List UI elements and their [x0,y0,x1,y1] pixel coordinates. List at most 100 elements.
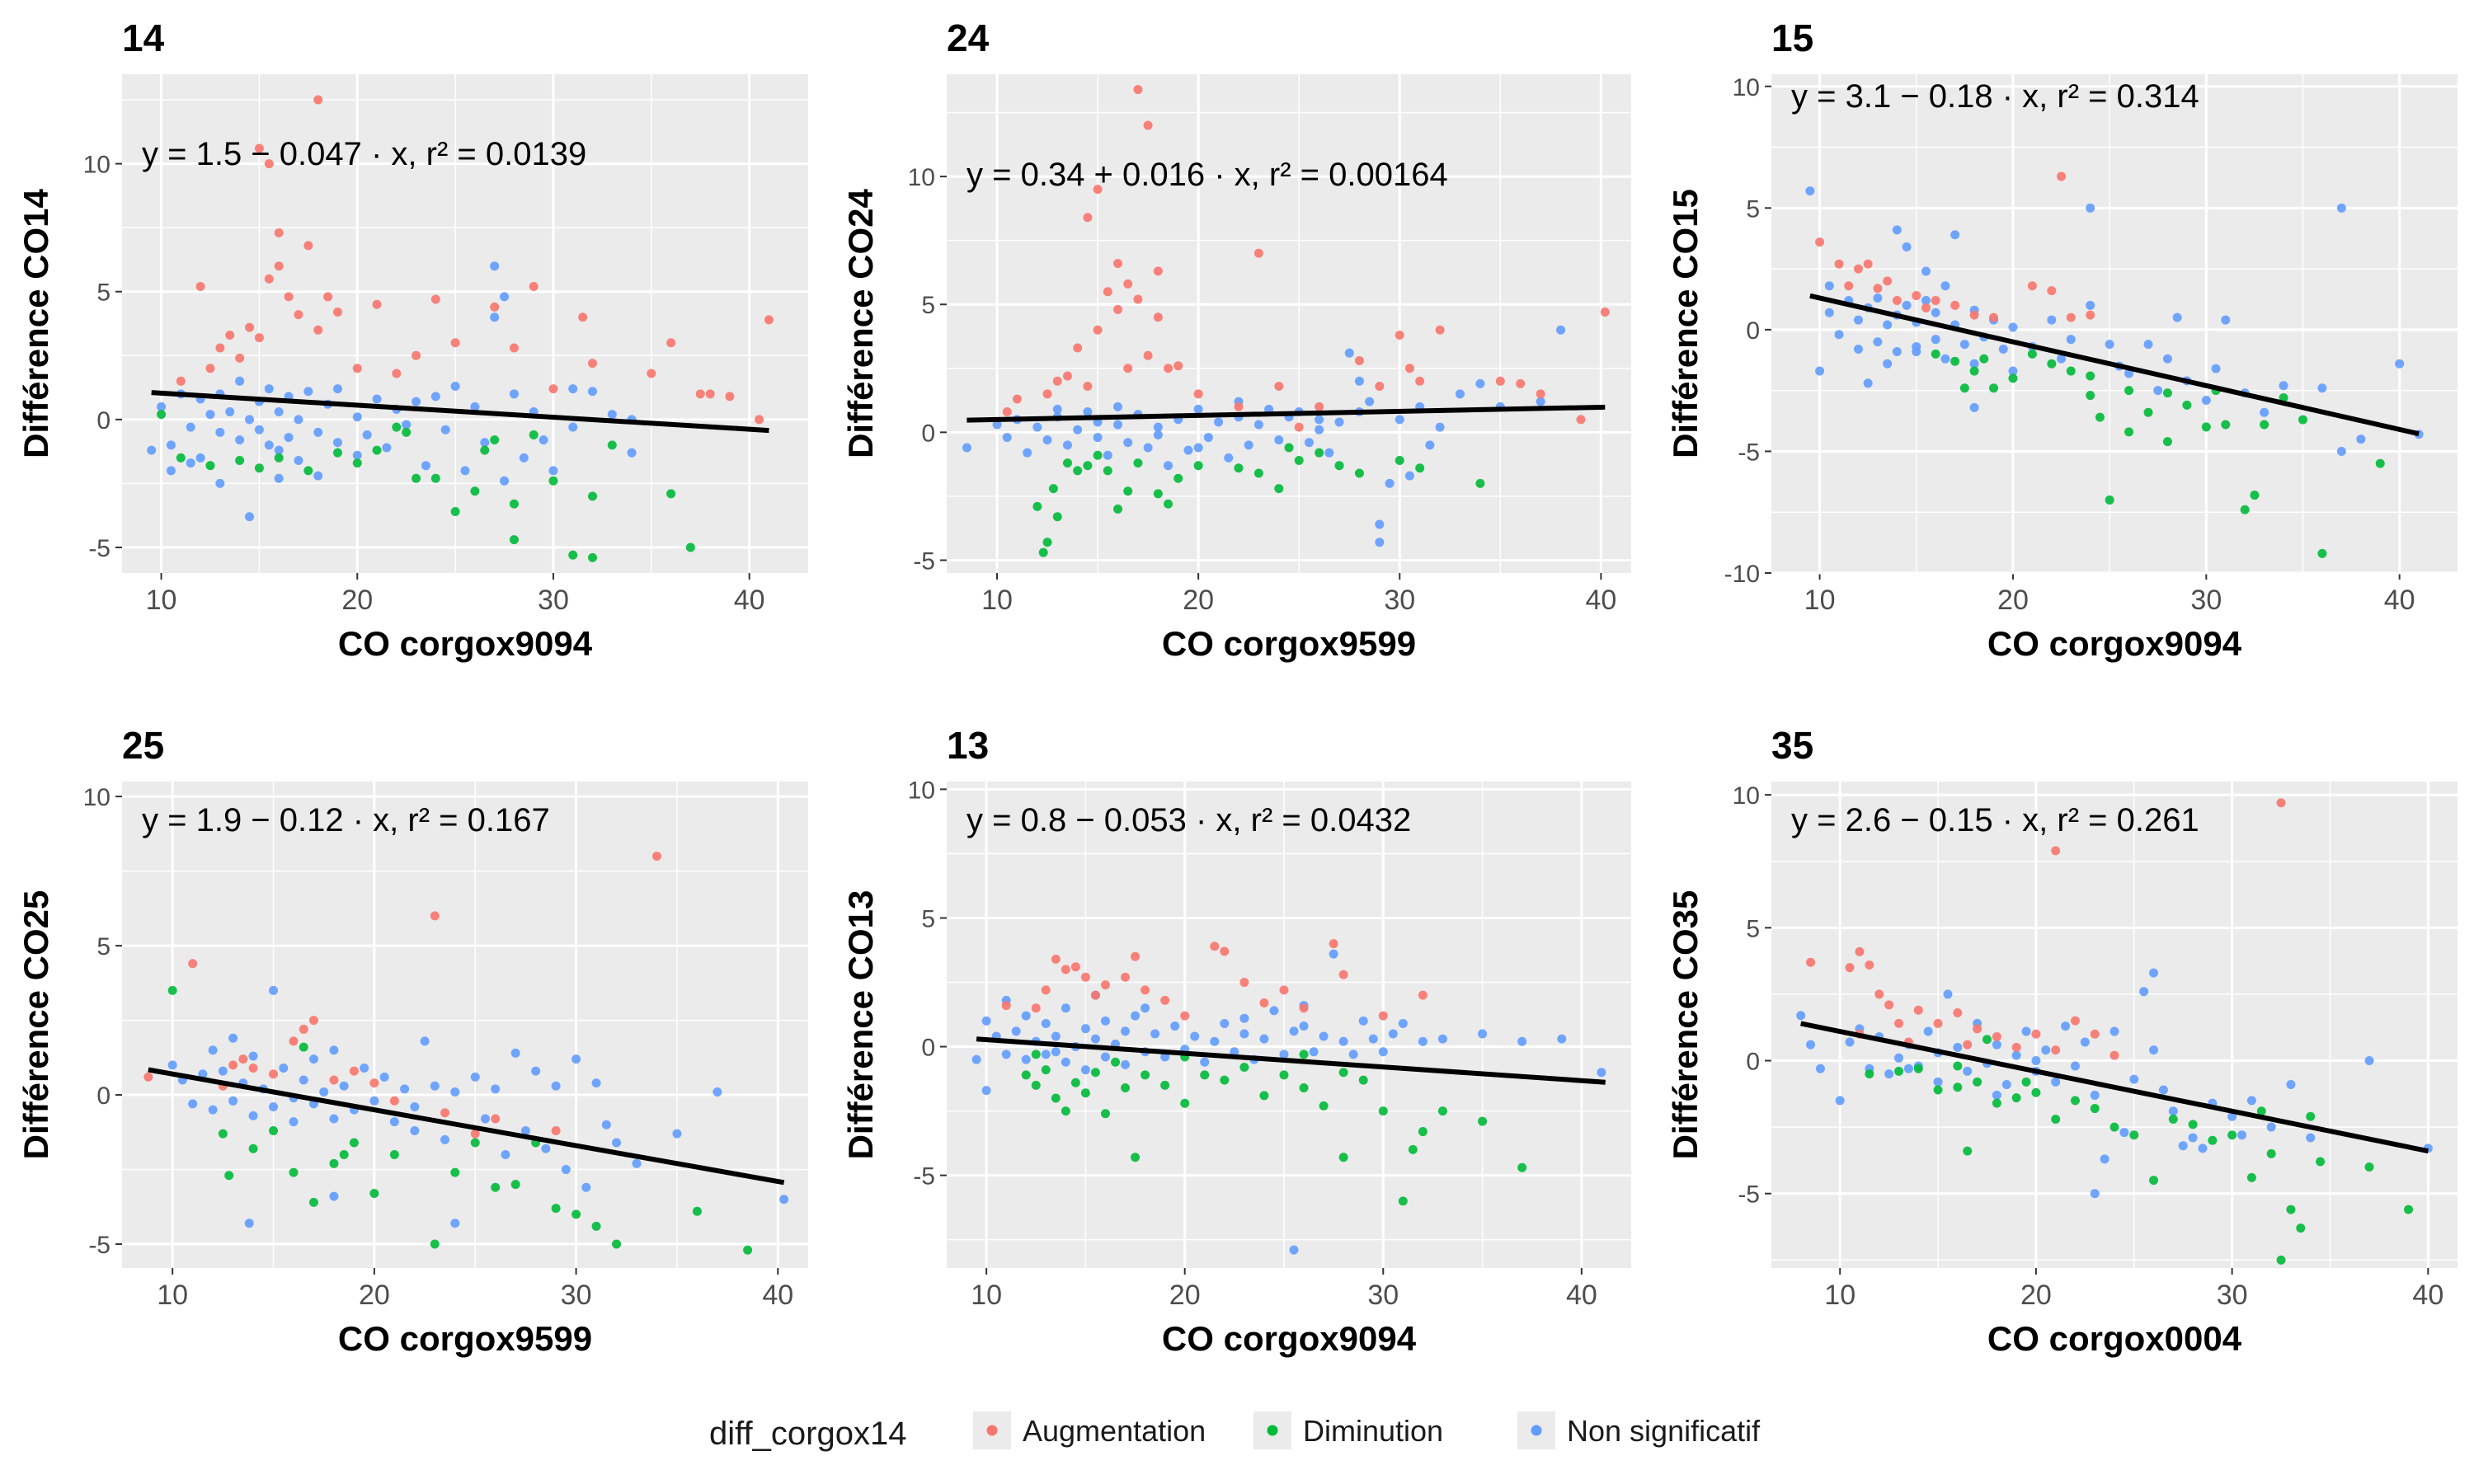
point-augmentation [1123,279,1133,289]
point-non-significatif [1835,1096,1845,1106]
point-diminution [743,1245,753,1255]
regression-line [151,390,769,434]
point-diminution [1113,504,1122,514]
point-augmentation [289,1036,299,1046]
point-non-significatif [971,1054,981,1064]
point-diminution [2011,1093,2021,1103]
point-diminution [490,435,500,445]
point-augmentation [666,338,676,348]
point-augmentation [1855,946,1865,956]
point-diminution [205,461,215,471]
y-tick-label: 0 [1746,317,1760,345]
point-diminution [389,1149,399,1159]
point-non-significatif [1121,1059,1131,1069]
legend-title: diff_corgox14 [709,1416,906,1452]
point-diminution [612,1239,622,1249]
point-non-significatif [1193,404,1203,414]
point-diminution [1517,1162,1527,1172]
point-augmentation [1062,371,1072,381]
point-non-significatif [2086,300,2095,310]
point-non-significatif [450,382,460,392]
point-diminution [2047,359,2057,369]
point-augmentation [1863,259,1873,269]
point-augmentation [1516,378,1526,388]
point-non-significatif [1023,448,1032,458]
point-non-significatif [1845,1037,1855,1047]
point-non-significatif [2279,381,2288,391]
point-diminution [1141,1070,1150,1080]
point-augmentation [1404,364,1414,373]
y-tick-label: 10 [83,784,111,811]
point-diminution [224,1171,234,1181]
y-tick-label: 5 [1746,195,1760,223]
point-augmentation [188,959,198,969]
point-non-significatif [1315,425,1324,434]
y-axis-label: Différence CO14 [16,188,55,458]
point-non-significatif [2100,1154,2109,1164]
point-non-significatif [2227,1111,2237,1121]
point-augmentation [1083,213,1093,223]
point-diminution [1274,484,1284,494]
point-non-significatif [1969,359,1979,369]
regression-equation: y = 3.1 − 0.18 · x, r² = 0.314 [1791,78,2199,115]
point-augmentation [205,364,215,373]
point-diminution [2256,1106,2266,1116]
point-non-significatif [2061,1021,2071,1031]
point-non-significatif [1883,320,1893,330]
point-non-significatif [450,1087,460,1097]
point-non-significatif [1214,417,1224,427]
x-tick-label: 20 [341,585,373,616]
point-augmentation [2047,286,2057,296]
point-diminution [1913,1064,1923,1073]
legend-key-augmentation [986,1425,998,1436]
legend-items: Augmentation Diminution Non significatif [973,1411,1761,1449]
point-augmentation [1853,264,1863,274]
point-augmentation [245,322,255,332]
point-non-significatif [1224,453,1234,463]
point-augmentation [274,261,284,271]
point-non-significatif [2086,203,2095,213]
point-augmentation [1164,364,1174,373]
point-augmentation [308,1016,318,1026]
point-non-significatif [1853,315,1863,325]
point-non-significatif [1824,281,1834,291]
point-diminution [392,422,402,432]
point-augmentation [695,389,705,399]
point-augmentation [1329,939,1338,949]
point-diminution [1100,1109,1110,1119]
point-non-significatif [440,1134,450,1144]
point-non-significatif [195,453,205,463]
point-diminution [2296,1223,2306,1233]
point-diminution [1174,473,1183,483]
point-non-significatif [548,466,558,476]
point-non-significatif [2266,1122,2276,1132]
point-diminution [269,1125,279,1135]
point-augmentation [430,911,440,921]
point-diminution [1894,1066,1904,1076]
point-augmentation [430,294,440,304]
point-diminution [1220,1075,1230,1085]
point-non-significatif [208,1045,218,1055]
point-non-significatif [440,425,450,434]
point-non-significatif [1100,1016,1110,1026]
point-non-significatif [1931,335,1940,345]
x-axis-label: CO corgox9599 [338,1319,592,1358]
regression-equation: y = 1.5 − 0.047 · x, r² = 0.0139 [142,136,586,172]
point-augmentation [195,282,205,292]
point-non-significatif [1141,1003,1150,1013]
point-diminution [1395,455,1404,465]
point-diminution [2105,495,2114,505]
point-non-significatif [372,394,382,404]
point-diminution [1408,1144,1418,1154]
y-axis-label: Différence CO24 [841,188,880,458]
point-non-significatif [490,312,500,322]
point-non-significatif [2105,340,2114,350]
point-non-significatif [2008,322,2018,332]
point-non-significatif [1150,1029,1160,1039]
point-augmentation [2011,1042,2021,1052]
point-non-significatif [167,1060,177,1070]
point-augmentation [588,359,598,369]
point-non-significatif [2051,1077,2061,1087]
point-diminution [2286,1205,2296,1214]
legend-item-diminution: Diminution [1253,1411,1443,1449]
